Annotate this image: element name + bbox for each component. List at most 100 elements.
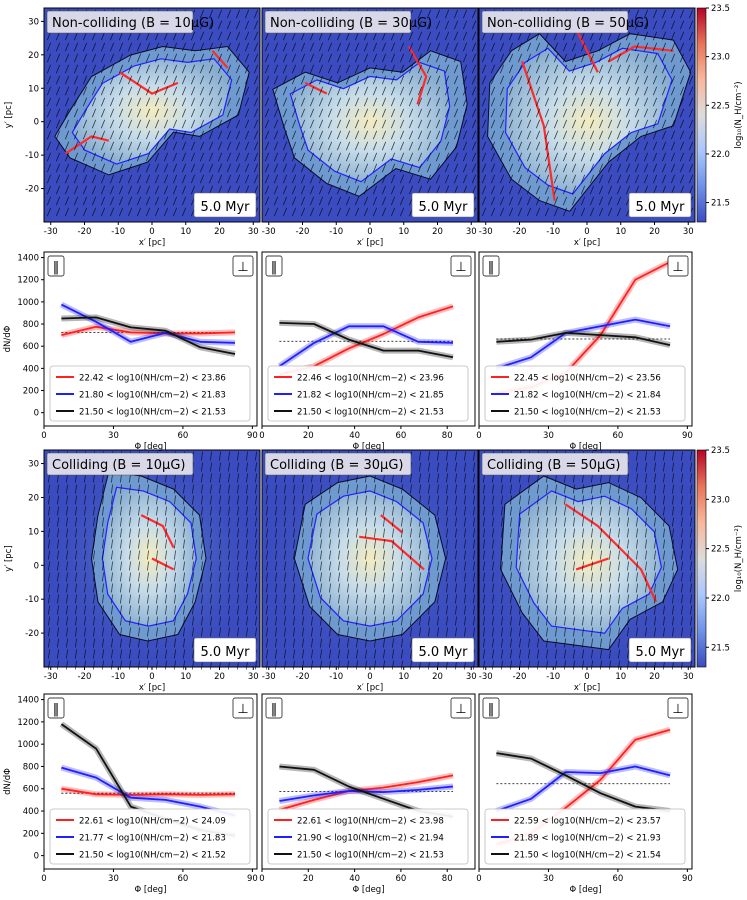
field-vector xyxy=(183,572,185,582)
field-vector xyxy=(82,75,88,85)
field-vector xyxy=(284,649,286,659)
map-panel: Colliding (B = 50μG)5.0 Myr-30 -20 -10 0 10 2… xyxy=(478,449,696,693)
field-vector xyxy=(109,119,115,129)
field-vector xyxy=(492,660,494,670)
field-vector xyxy=(156,484,158,494)
field-vector xyxy=(345,130,351,140)
field-vector xyxy=(383,484,385,494)
field-vector xyxy=(201,484,203,494)
field-vector xyxy=(282,108,288,118)
field-vector xyxy=(210,572,212,582)
field-vector xyxy=(390,108,396,118)
field-vector xyxy=(311,550,313,560)
field-vector xyxy=(634,20,640,30)
panel-title: Colliding (B = 50μG) xyxy=(487,458,620,473)
field-vector xyxy=(210,451,212,461)
field-vector xyxy=(571,207,577,217)
field-vector xyxy=(64,174,70,184)
field-vector xyxy=(57,484,59,494)
field-vector xyxy=(284,638,286,648)
x-tick-label: -20 xyxy=(296,672,310,682)
field-vector xyxy=(266,572,268,582)
field-vector xyxy=(109,196,115,206)
field-vector xyxy=(284,517,286,527)
field-vector xyxy=(417,86,423,96)
field-vector xyxy=(55,97,61,107)
field-vector xyxy=(190,64,196,74)
field-vector xyxy=(192,583,194,593)
field-vector xyxy=(266,561,268,571)
field-vector xyxy=(473,561,475,571)
field-vector xyxy=(264,207,270,217)
field-vector xyxy=(571,97,577,107)
field-vector xyxy=(383,517,385,527)
field-vector xyxy=(291,108,297,118)
field-vector xyxy=(226,119,232,129)
field-vector xyxy=(145,86,151,96)
field-vector xyxy=(618,506,620,516)
field-vector xyxy=(320,495,322,505)
field-vector xyxy=(154,53,160,63)
field-vector xyxy=(428,473,430,483)
field-vector xyxy=(483,616,485,626)
field-vector xyxy=(273,185,279,195)
field-vector xyxy=(264,196,270,206)
field-vector xyxy=(165,539,167,549)
field-vector xyxy=(208,9,214,19)
field-vector xyxy=(55,196,61,206)
field-vector xyxy=(573,660,575,670)
field-vector xyxy=(652,42,658,52)
field-vector xyxy=(600,550,602,560)
field-vector xyxy=(192,473,194,483)
field-vector xyxy=(235,141,241,151)
field-vector xyxy=(573,550,575,560)
field-vector xyxy=(528,528,530,538)
x-tick-label: 30 xyxy=(683,672,694,682)
field-vector xyxy=(670,64,676,74)
field-vector xyxy=(553,64,559,74)
field-vector xyxy=(501,550,503,560)
colorbar-tick-label: 23.0 xyxy=(711,53,730,63)
field-vector xyxy=(546,660,548,670)
field-vector xyxy=(582,627,584,637)
field-vector xyxy=(401,605,403,615)
parallel-marker: ‖ xyxy=(488,702,495,717)
field-vector xyxy=(109,141,115,151)
field-vector xyxy=(73,86,79,96)
field-vector xyxy=(654,484,656,494)
field-vector xyxy=(616,152,622,162)
field-vector xyxy=(573,649,575,659)
field-vector xyxy=(327,163,333,173)
field-vector xyxy=(66,572,68,582)
field-vector xyxy=(145,185,151,195)
field-vector xyxy=(399,185,405,195)
field-vector xyxy=(363,141,369,151)
field-vector xyxy=(625,119,631,129)
panel-title: Colliding (B = 10μG) xyxy=(52,458,185,473)
x-tick-label: 0 xyxy=(149,227,154,237)
field-vector xyxy=(510,605,512,615)
field-vector xyxy=(537,627,539,637)
field-vector xyxy=(102,583,104,593)
field-vector xyxy=(75,616,77,626)
field-vector xyxy=(226,163,232,173)
field-vector xyxy=(372,97,378,107)
field-vector xyxy=(347,594,349,604)
x-tick-label: 0 xyxy=(259,874,264,884)
field-vector xyxy=(408,108,414,118)
legend-entry: 21.50 < log10(NH/cm−2) < 21.54 xyxy=(514,851,661,861)
field-vector xyxy=(690,550,692,560)
field-vector xyxy=(111,484,113,494)
field-vector xyxy=(390,64,396,74)
parallel-marker-box xyxy=(47,255,65,277)
field-vector xyxy=(501,506,503,516)
field-vector xyxy=(46,64,52,74)
y-tick-label: 800 xyxy=(23,762,39,772)
x-tick-label: 10 xyxy=(398,672,409,682)
series-line xyxy=(61,766,236,817)
field-vector xyxy=(410,605,412,615)
field-vector xyxy=(172,152,178,162)
field-vector xyxy=(589,42,595,52)
field-vector xyxy=(481,97,487,107)
perp-marker-box xyxy=(232,697,254,719)
